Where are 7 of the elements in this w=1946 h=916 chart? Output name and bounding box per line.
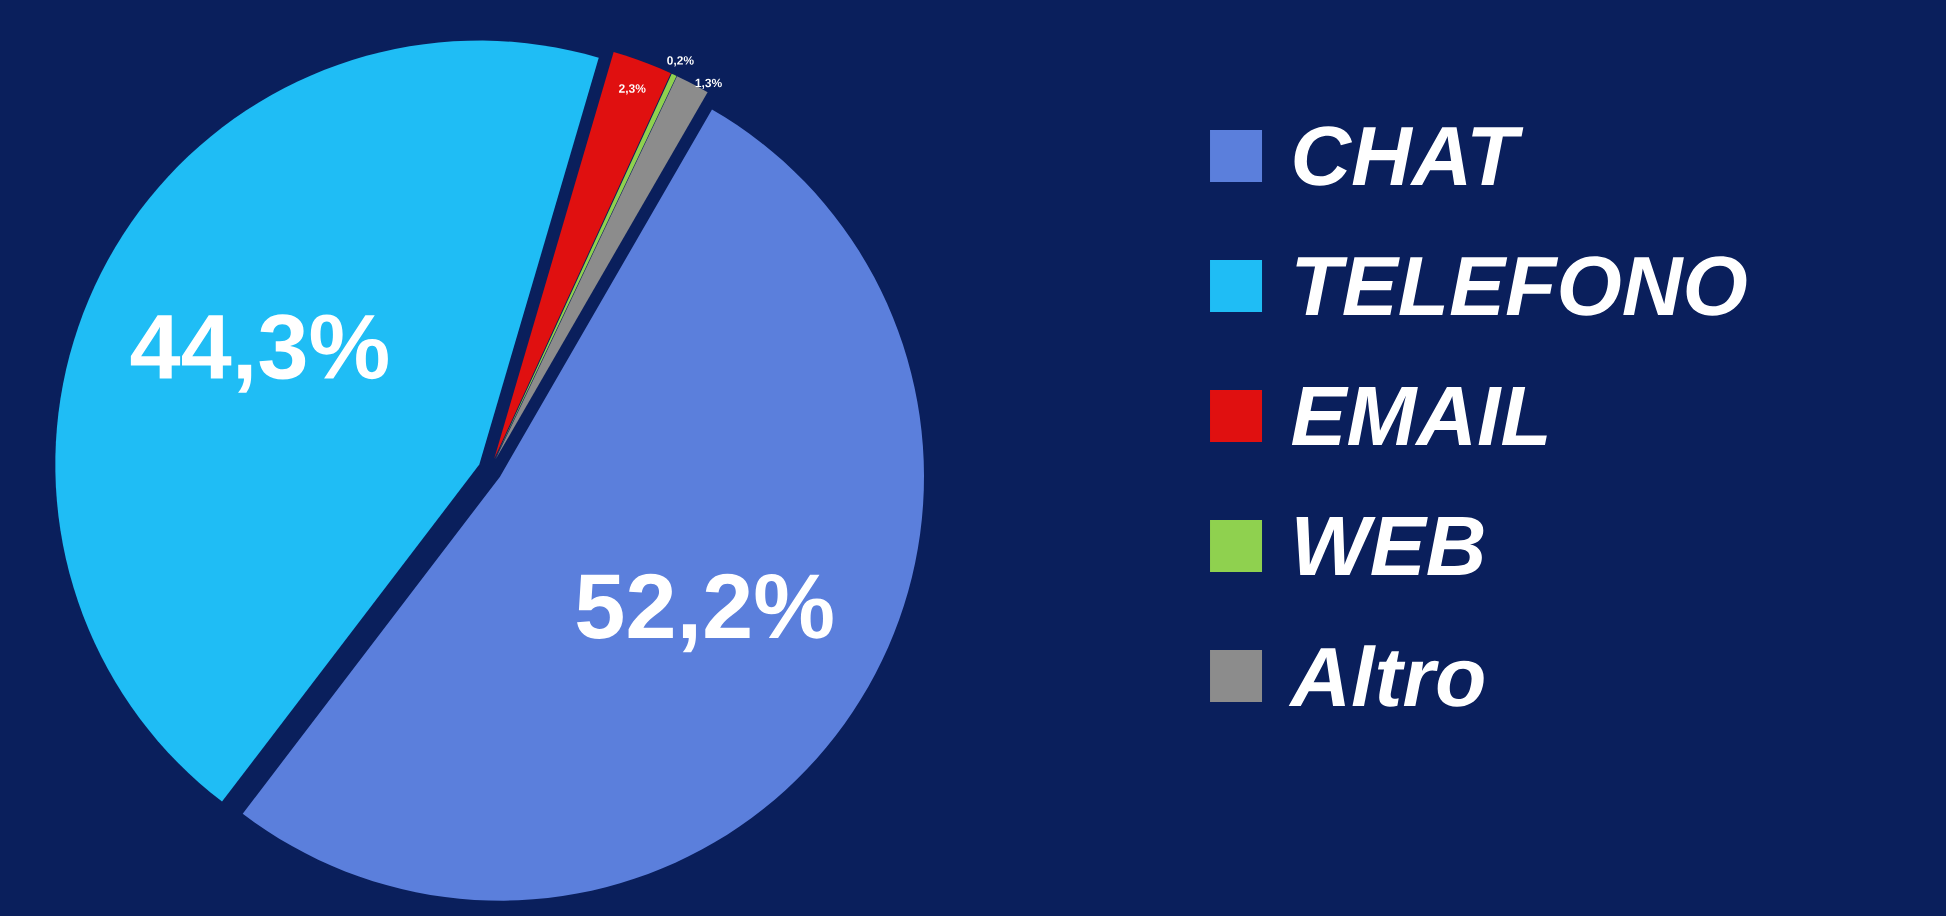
legend-label: CHAT — [1294, 126, 1524, 186]
legend-label: WEB — [1296, 517, 1484, 575]
data-label: 44,3% — [130, 314, 388, 393]
legend-label: TELEFONO — [1296, 256, 1747, 316]
data-label: 52,2% — [577, 573, 833, 653]
legend-label: Altro — [1288, 645, 1484, 707]
legend-label: EMAIL — [1291, 387, 1547, 445]
